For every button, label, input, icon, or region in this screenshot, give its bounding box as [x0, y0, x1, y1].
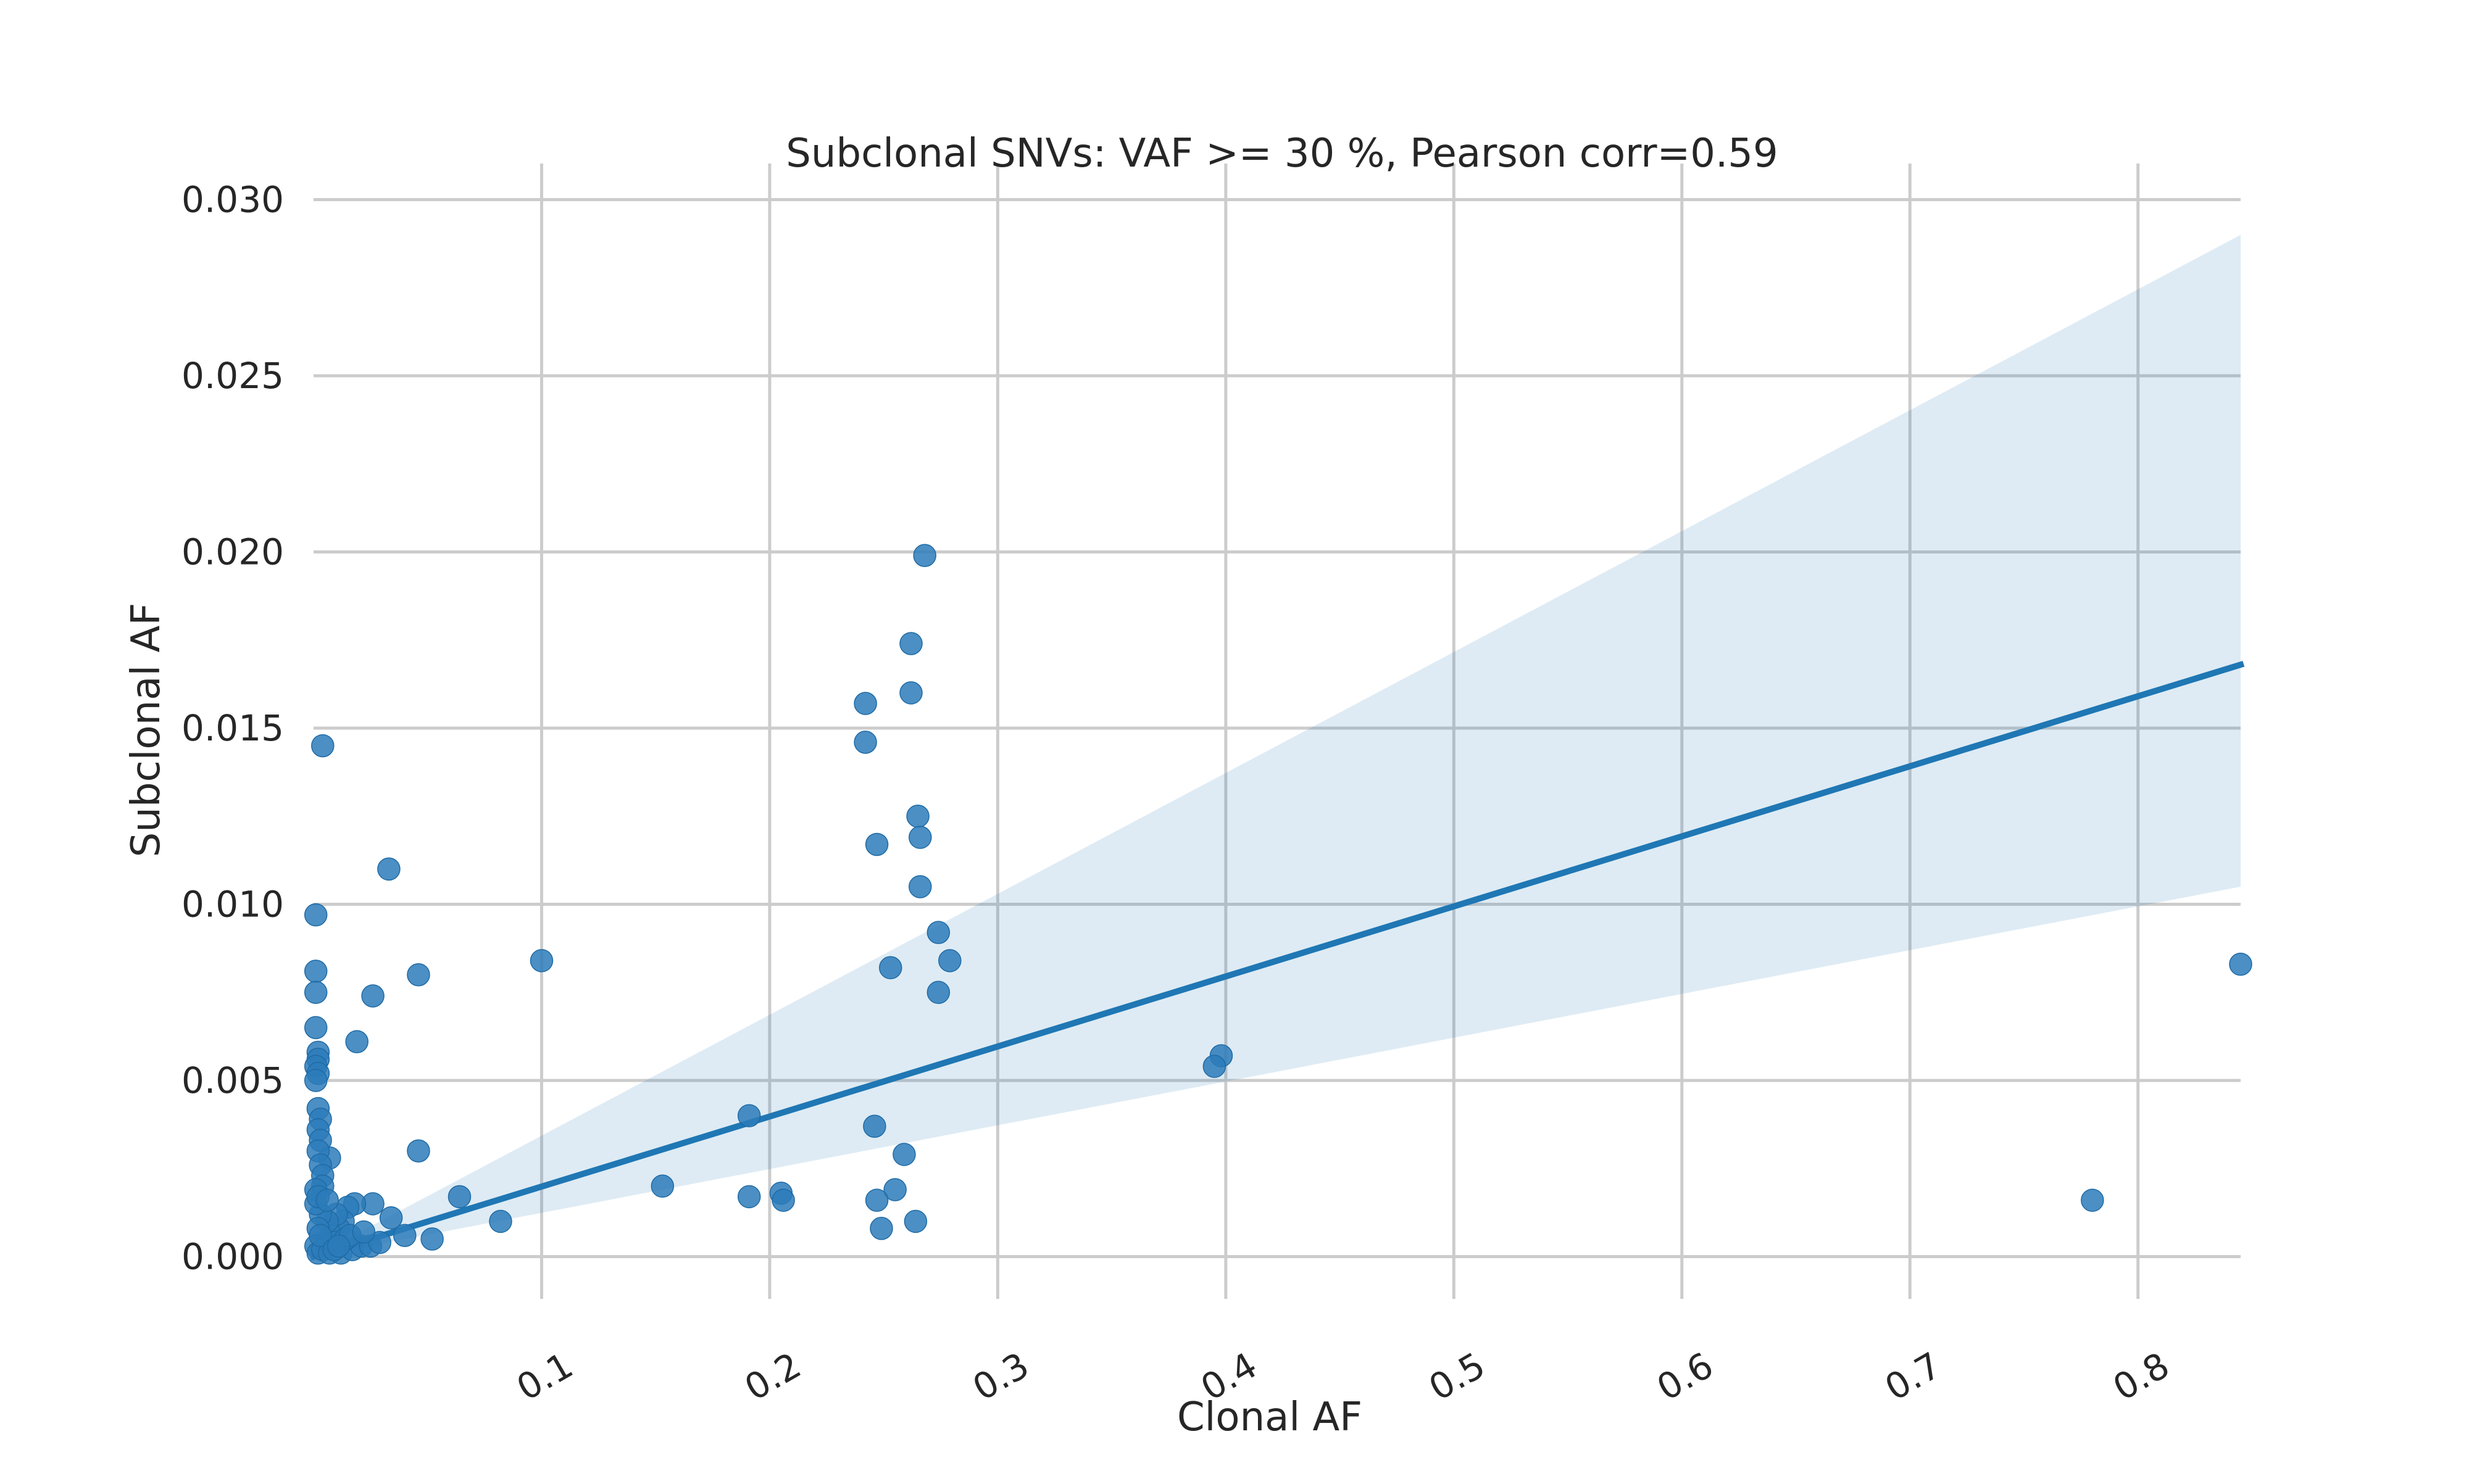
x-tick-label: 0.8	[2106, 1344, 2176, 1409]
data-point	[772, 1188, 795, 1212]
data-point	[1202, 1055, 1226, 1078]
x-tick-label: 0.1	[510, 1344, 580, 1409]
data-point	[926, 921, 951, 944]
data-point	[530, 949, 554, 972]
grid-layer	[314, 164, 2241, 1299]
data-point	[737, 1185, 761, 1209]
data-point	[407, 963, 430, 987]
data-point	[899, 681, 923, 705]
regression-line-layer	[309, 660, 2245, 1261]
data-point	[899, 632, 923, 655]
data-point	[345, 1030, 368, 1053]
y-tick-label: 0.020	[181, 531, 284, 573]
data-point	[854, 731, 877, 754]
data-point	[2081, 1188, 2104, 1212]
regression-line	[309, 660, 2245, 1261]
y-tick-label: 0.025	[181, 355, 284, 397]
data-point	[361, 984, 385, 1008]
data-point	[309, 1224, 332, 1247]
data-point	[909, 875, 932, 898]
data-point	[2229, 952, 2252, 976]
data-point	[304, 1069, 328, 1092]
data-point	[311, 734, 335, 758]
data-point	[865, 1188, 889, 1212]
points-layer	[304, 544, 2252, 1265]
y-axis-label: Subclonal AF	[123, 603, 169, 857]
data-point	[407, 1139, 430, 1163]
x-tick-label: 0.2	[738, 1344, 808, 1409]
data-point	[863, 1114, 886, 1138]
y-tick-label: 0.005	[181, 1059, 284, 1101]
y-tick-label: 0.010	[181, 884, 284, 926]
data-point	[926, 980, 951, 1004]
data-point	[304, 903, 328, 927]
chart-title: Subclonal SNVs: VAF >= 30 %, Pearson cor…	[786, 131, 1778, 176]
data-point	[420, 1227, 444, 1251]
x-tick-label: 0.6	[1650, 1344, 1720, 1409]
data-point	[906, 805, 930, 828]
data-point	[377, 857, 401, 881]
data-point	[304, 980, 328, 1004]
data-point	[379, 1206, 403, 1230]
x-tick-label: 0.7	[1878, 1344, 1948, 1409]
data-point	[448, 1185, 472, 1209]
data-point	[393, 1224, 417, 1247]
data-point	[865, 832, 889, 856]
confidence-band-layer	[314, 234, 2241, 1257]
y-tick-label: 0.015	[181, 707, 284, 749]
x-tick-label: 0.3	[966, 1344, 1036, 1409]
data-point	[909, 826, 932, 849]
data-point	[304, 1016, 328, 1040]
data-point	[904, 1209, 928, 1233]
data-point	[737, 1104, 761, 1127]
data-point	[651, 1174, 675, 1198]
data-point	[870, 1217, 893, 1240]
y-tick-label: 0.030	[181, 179, 284, 221]
data-point	[489, 1209, 512, 1233]
data-point	[304, 960, 328, 983]
data-point	[352, 1220, 376, 1244]
data-point	[327, 1234, 351, 1258]
y-tick-labels: 0.000 0.005 0.010 0.015 0.020 0.025 0.030	[181, 179, 284, 1278]
data-point	[883, 1178, 907, 1201]
data-point	[913, 544, 936, 567]
data-point	[879, 956, 902, 980]
data-point	[854, 692, 877, 715]
confidence-band	[314, 234, 2241, 1257]
data-point	[938, 949, 962, 972]
data-point	[315, 1188, 339, 1212]
y-tick-label: 0.000	[181, 1235, 284, 1277]
data-point	[893, 1143, 916, 1166]
x-axis-label: Clonal AF	[1177, 1395, 1362, 1440]
x-tick-label: 0.5	[1422, 1344, 1492, 1409]
